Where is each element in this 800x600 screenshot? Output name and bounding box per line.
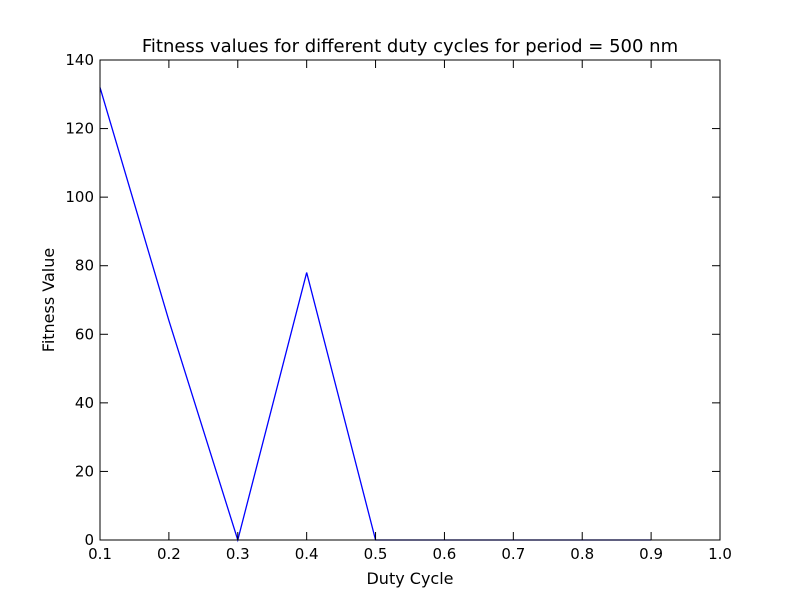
y-tick-label: 100 — [65, 188, 94, 206]
chart-title: Fitness values for different duty cycles… — [142, 36, 678, 57]
ticks-layer: 0.1 0.2 0.3 0.4 0.5 0.6 0.7 0.8 0.9 1.0 0 20 40 60 80 1… — [65, 51, 732, 563]
y-tick-label: 40 — [75, 394, 94, 412]
y-tick-label: 0 — [84, 531, 94, 549]
x-tick-label: 0.1 — [88, 545, 112, 563]
x-tick-label: 0.6 — [433, 545, 457, 563]
plot-area — [100, 60, 720, 540]
x-tick-label: 0.7 — [501, 545, 525, 563]
x-tick-label: 0.2 — [157, 545, 181, 563]
y-tick-label: 120 — [65, 120, 94, 138]
y-tick-label: 60 — [75, 325, 94, 343]
y-tick-label: 140 — [65, 51, 94, 69]
y-tick-label: 20 — [75, 462, 94, 480]
y-axis-label: Fitness Value — [39, 248, 58, 352]
x-axis-label: Duty Cycle — [366, 569, 453, 588]
x-tick-label: 0.5 — [364, 545, 388, 563]
x-tick-label: 0.8 — [570, 545, 594, 563]
x-tick-label: 1.0 — [708, 545, 732, 563]
x-tick-label: 0.9 — [639, 545, 663, 563]
plot-frame — [99, 59, 721, 541]
y-tick-label: 80 — [75, 257, 94, 275]
x-tick-label: 0.3 — [226, 545, 250, 563]
x-tick-label: 0.4 — [295, 545, 319, 563]
